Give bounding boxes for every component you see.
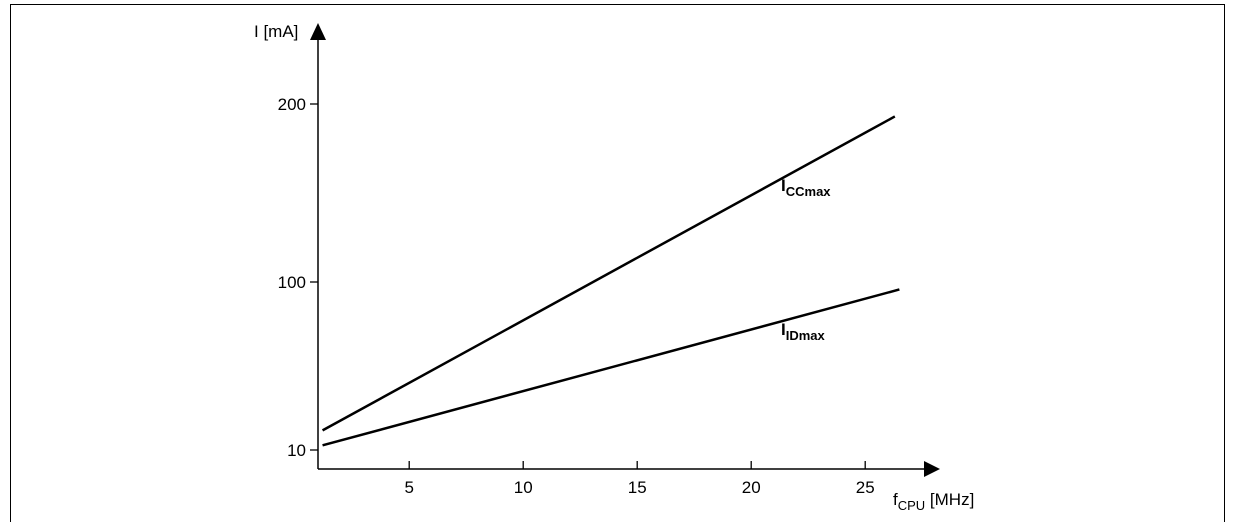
x-axis-label: fCPU [MHz]	[893, 490, 974, 513]
figure-frame	[10, 4, 1225, 522]
y-axis-label: I [mA]	[254, 22, 298, 41]
series-label-iccmax-sub: CCmax	[786, 184, 832, 199]
series-label-iccmax: ICCmax	[781, 176, 831, 199]
x-axis-label-unit: [MHz]	[925, 490, 974, 509]
series-line-idmax	[322, 288, 900, 447]
y-ticks: 10 100 200	[278, 95, 318, 460]
x-tick-label: 25	[856, 478, 875, 497]
x-tick-label: 5	[404, 478, 413, 497]
x-tick-label: 20	[742, 478, 761, 497]
series-label-iccmax-base: I	[781, 176, 786, 195]
y-tick-label: 10	[287, 441, 306, 460]
y-tick-label: 200	[278, 95, 306, 114]
x-tick-label: 10	[514, 478, 533, 497]
axes	[310, 23, 940, 477]
x-axis-label-sub: CPU	[898, 498, 925, 513]
series-line-iccmax	[321, 115, 896, 432]
series-label-idmax-sub: IDmax	[786, 328, 826, 343]
y-axis-arrow-icon	[310, 23, 326, 40]
y-tick-label: 100	[278, 273, 306, 292]
x-ticks: 5 10 15 20 25	[404, 461, 875, 497]
x-axis-arrow-icon	[924, 461, 940, 477]
series-label-idmax-base: I	[781, 320, 786, 339]
x-axis-label-base: f	[893, 490, 898, 509]
x-tick-label: 15	[628, 478, 647, 497]
series-layer	[321, 115, 900, 447]
series-label-idmax: IIDmax	[781, 320, 826, 343]
